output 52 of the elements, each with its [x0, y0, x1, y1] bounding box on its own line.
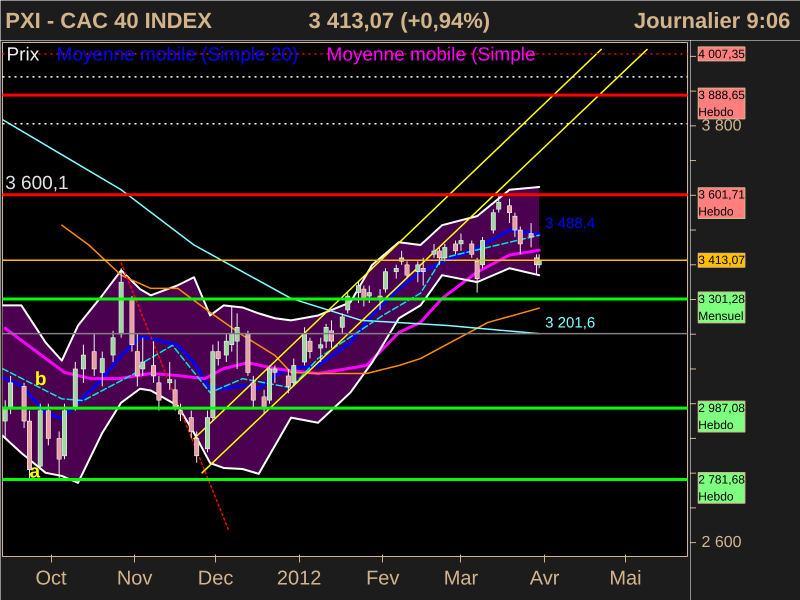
annotation: b: [34, 369, 46, 390]
candlestick: [340, 312, 345, 335]
candlestick: [404, 260, 410, 280]
candlestick: [172, 378, 178, 412]
candlestick: [318, 337, 324, 363]
annotation: a: [29, 462, 40, 483]
text: Moyenne mobile (Simple: [326, 44, 536, 66]
x-tick-label: Nov: [116, 568, 152, 590]
chart-title: PXI - CAC 40 INDEX: [5, 8, 212, 33]
candlestick: [496, 194, 502, 214]
annotation: 3 600,1: [5, 172, 69, 194]
data-label: 3 201,6: [545, 314, 596, 332]
line-series: [2, 267, 540, 484]
ref-line-label: 3 301,28 Mensuel: [698, 292, 746, 323]
ref-line-label: 2 987,08 Hebdo: [698, 401, 746, 432]
candlestick: [156, 375, 162, 412]
candlestick: [382, 268, 388, 294]
x-tick-label: Fev: [366, 568, 400, 590]
text: Prix: [6, 44, 40, 66]
x-tick-label: Dec: [198, 568, 234, 590]
x-tick-label: Oct: [35, 568, 68, 590]
candlestick: [167, 362, 172, 390]
data-label: 3 488,4: [545, 215, 596, 232]
candlestick: [178, 403, 183, 422]
candlestick: [188, 410, 194, 439]
y-tick-label: 2 600: [702, 534, 742, 552]
ref-line-label: 3 888,65 Hebdo: [698, 88, 746, 119]
candlestick: [250, 375, 256, 408]
text: Journalier 9:06: [634, 8, 790, 33]
candlestick: [92, 334, 97, 376]
y-tick-label: 3 800: [702, 117, 742, 134]
line-series: [2, 118, 540, 334]
ref-line-label: 4 007,35: [698, 46, 746, 61]
candlestick: [80, 344, 86, 384]
candlestick: [151, 340, 156, 384]
candlestick: [100, 351, 105, 387]
x-tick-label: Mai: [609, 568, 642, 590]
candlestick: [469, 240, 474, 258]
x-tick-label: Mar: [444, 568, 479, 590]
ref-line-label: 2 781,68 Hebdo: [698, 472, 746, 504]
candlestick: [194, 430, 200, 464]
candlestick: [394, 264, 399, 280]
x-tick-label: 2012: [276, 568, 322, 590]
x-tick-label: Avr: [530, 568, 560, 590]
ref-line-label: 3 413,07: [698, 253, 746, 268]
ref-line-label: 3 601,71 Hebdo: [698, 188, 746, 219]
text: Moyenne mobile (Simple 20): [56, 44, 298, 66]
candlestick: [490, 208, 496, 234]
chart-subtitle: 3 413,07 (+0,94%): [308, 8, 490, 33]
candlestick: [507, 198, 512, 224]
candlestick: [110, 330, 116, 363]
candlestick: [528, 222, 534, 248]
